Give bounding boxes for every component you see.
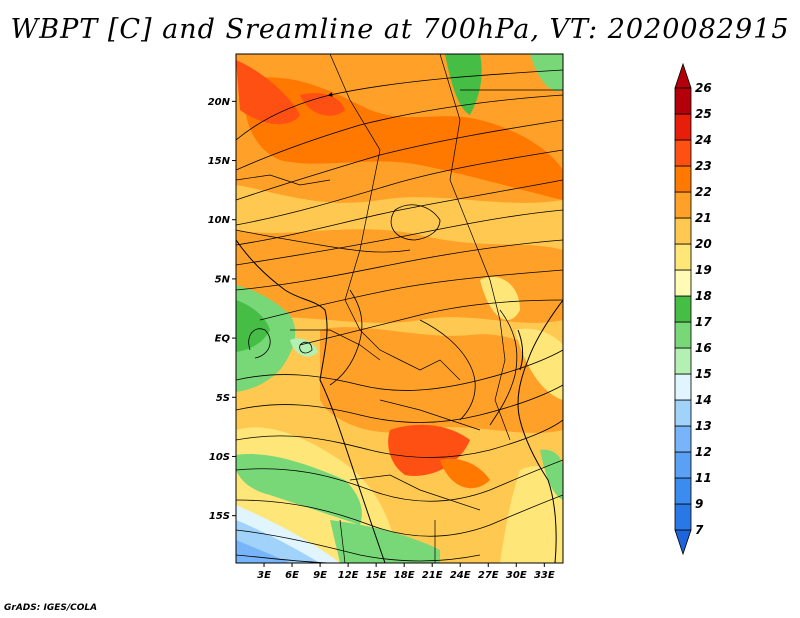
colorbar-label: 22 xyxy=(695,185,712,199)
wbpt-field xyxy=(236,54,563,563)
latitude-axis: 20N 15N 10N 5N EQ 5S 10S 15S xyxy=(208,97,236,522)
colorbar-swatch xyxy=(674,503,692,531)
lat-tick-label: 10S xyxy=(209,452,230,463)
colorbar: 7 9 11 12 13 14 15 16 17 18 19 20 21 22 23 24 25 26 xyxy=(674,62,712,556)
longitude-axis: 3E 6E 9E 12E 15E 18E 21E 24E 27E 30E 33E xyxy=(257,563,555,581)
footer-credit: GrADS: IGES/COLA xyxy=(4,603,98,613)
lon-tick-label: 33E xyxy=(534,570,555,581)
lon-tick-label: 3E xyxy=(257,570,271,581)
lat-tick-label: 10N xyxy=(208,215,231,226)
colorbar-swatch xyxy=(674,451,692,479)
colorbar-label: 15 xyxy=(695,367,712,381)
colorbar-label: 17 xyxy=(695,315,712,329)
colorbar-label: 9 xyxy=(695,497,703,511)
lon-tick-label: 18E xyxy=(394,570,415,581)
colorbar-max-arrow xyxy=(674,62,692,89)
colorbar-label: 24 xyxy=(695,133,712,147)
colorbar-swatch xyxy=(674,165,692,193)
colorbar-swatch xyxy=(674,425,692,453)
lat-tick-label: 5S xyxy=(216,393,230,404)
colorbar-label: 14 xyxy=(695,393,712,407)
colorbar-swatch xyxy=(674,139,692,167)
colorbar-label: 25 xyxy=(695,107,712,121)
lon-tick-label: 6E xyxy=(285,570,299,581)
map-title: WBPT [C] and Sreamline at 700hPa, VT: 20… xyxy=(10,14,790,45)
colorbar-swatch xyxy=(674,295,692,323)
country-borders xyxy=(236,54,563,563)
lon-tick-label: 24E xyxy=(450,570,471,581)
colorbar-label: 11 xyxy=(695,471,712,485)
colorbar-swatch xyxy=(674,191,692,219)
colorbar-label: 13 xyxy=(695,419,712,433)
lat-tick-label: EQ xyxy=(215,334,231,345)
colorbar-swatch xyxy=(674,399,692,427)
colorbar-swatch xyxy=(674,347,692,375)
lon-tick-label: 15E xyxy=(366,570,387,581)
colorbar-label: 7 xyxy=(695,523,704,537)
coastlines xyxy=(236,239,563,563)
colorbar-swatch xyxy=(674,477,692,505)
colorbar-swatch xyxy=(674,217,692,245)
colorbar-label: 20 xyxy=(695,237,712,251)
lon-tick-label: 30E xyxy=(506,570,527,581)
colorbar-label: 16 xyxy=(695,341,712,355)
colorbar-swatch xyxy=(674,321,692,349)
colorbar-swatch xyxy=(674,243,692,271)
colorbar-label: 21 xyxy=(695,211,712,225)
colorbar-swatch xyxy=(674,269,692,297)
lon-tick-label: 9E xyxy=(313,570,327,581)
colorbar-label: 19 xyxy=(695,263,712,277)
lat-tick-label: 5N xyxy=(215,274,231,285)
lon-tick-label: 21E xyxy=(422,570,443,581)
colorbar-swatch xyxy=(674,373,692,401)
map-frame xyxy=(235,53,564,564)
colorbar-label: 18 xyxy=(695,289,712,303)
lon-tick-label: 27E xyxy=(478,570,499,581)
streamlines xyxy=(236,69,563,563)
lon-tick-label: 12E xyxy=(338,570,359,581)
colorbar-swatch xyxy=(674,113,692,141)
colorbar-label: 26 xyxy=(695,81,712,95)
lat-tick-label: 15S xyxy=(209,511,230,522)
colorbar-label: 12 xyxy=(695,445,712,459)
colorbar-min-arrow xyxy=(674,529,692,556)
colorbar-swatch xyxy=(674,87,692,115)
lat-tick-label: 15N xyxy=(208,156,231,167)
lat-tick-label: 20N xyxy=(208,97,231,108)
colorbar-label: 23 xyxy=(695,159,712,173)
